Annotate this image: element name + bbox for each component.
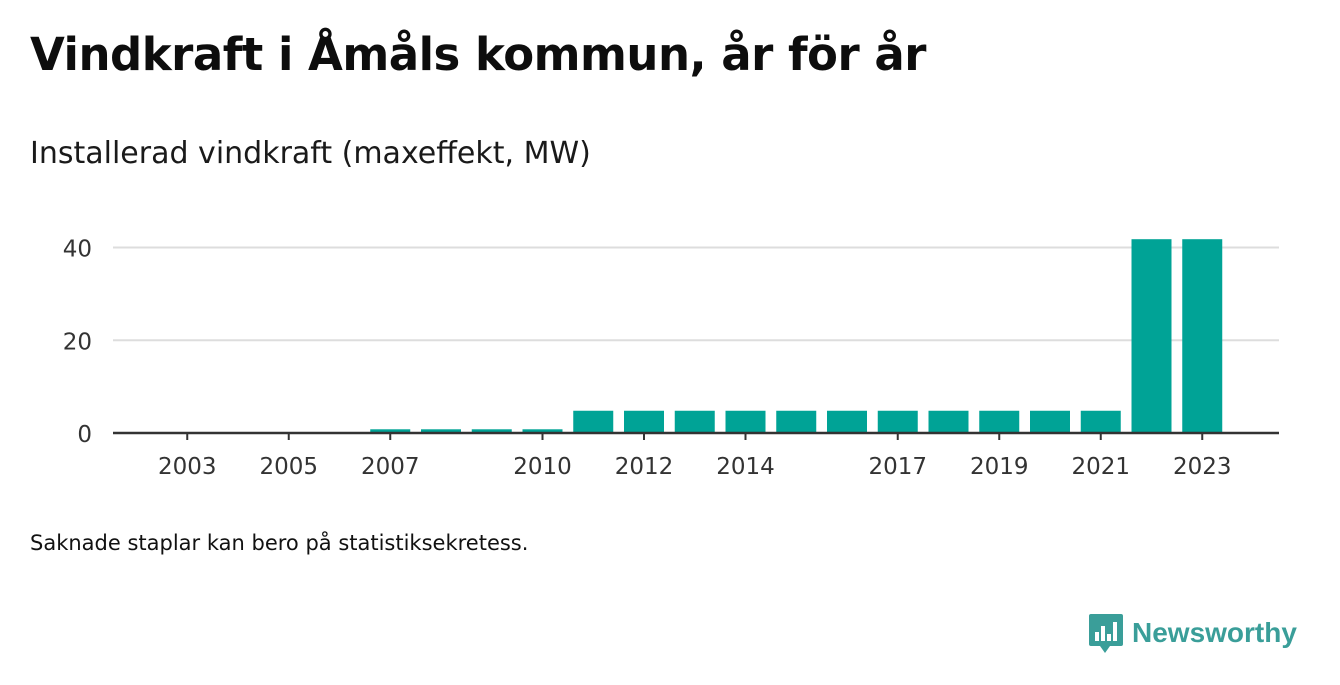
bar — [928, 410, 969, 433]
chart-subtitle: Installerad vindkraft (maxeffekt, MW) — [30, 136, 591, 171]
x-tick-label: 2014 — [716, 454, 775, 480]
x-tick-label: 2005 — [259, 454, 318, 480]
bar — [421, 429, 461, 433]
bar — [877, 410, 918, 433]
brand-name: Newsworthy — [1132, 617, 1297, 648]
bar — [725, 410, 766, 433]
footnote: Saknade staplar kan bero på statistiksek… — [30, 531, 529, 555]
bar — [573, 410, 614, 433]
x-tick-label: 2017 — [868, 454, 927, 480]
bar — [674, 410, 715, 433]
bar — [979, 410, 1020, 433]
y-tick-label: 40 — [63, 237, 92, 263]
x-tick-label: 2007 — [361, 454, 420, 480]
bar — [776, 410, 817, 433]
chart-title: Vindkraft i Åmåls kommun, år för år — [30, 28, 926, 81]
bar-chart-logo-icon — [1089, 614, 1123, 653]
newsworthy-logo: Newsworthy — [1088, 612, 1297, 654]
bar — [827, 410, 867, 433]
x-tick-label: 2019 — [970, 454, 1029, 480]
x-tick-label: 2012 — [615, 454, 674, 480]
x-tick-label: 2003 — [158, 454, 217, 480]
y-tick-label: 20 — [63, 329, 92, 355]
bar — [1182, 239, 1223, 433]
x-tick-label: 2021 — [1071, 454, 1130, 480]
x-tick-label: 2010 — [513, 454, 572, 480]
bar — [1030, 410, 1070, 433]
bar — [624, 410, 664, 433]
bar — [471, 429, 512, 433]
y-tick-label: 0 — [77, 422, 92, 448]
bar — [1080, 410, 1121, 433]
bar — [522, 429, 563, 433]
bar — [370, 429, 411, 433]
x-tick-label: 2023 — [1173, 454, 1232, 480]
bar — [1131, 239, 1172, 433]
bar-chart: 0 20 40 2003 2005 2007 2010 2012 2014 2017 2019 202… — [63, 237, 1279, 480]
